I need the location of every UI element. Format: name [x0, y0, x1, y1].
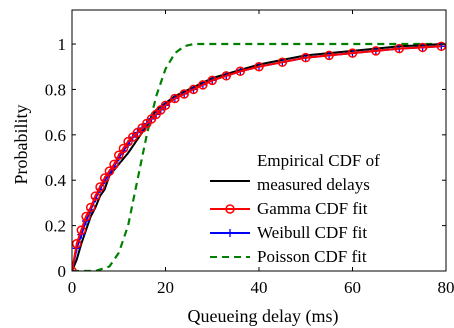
- gamma-point: [188, 84, 199, 95]
- gamma-point: [72, 239, 82, 249]
- gamma-point: [301, 52, 311, 63]
- gamma-point: [277, 57, 288, 67]
- x-tick-label: 80: [438, 278, 454, 297]
- gamma-point: [76, 225, 87, 235]
- series-line-3: [72, 42, 446, 271]
- legend-label-line: measured delays: [257, 175, 370, 194]
- gamma-point: [160, 100, 171, 111]
- series-line-1: [72, 45, 442, 271]
- gamma-point: [436, 41, 446, 52]
- gamma-point: [85, 202, 96, 213]
- y-tick-label: 0.2: [45, 217, 66, 236]
- x-tick-label: 60: [344, 278, 361, 297]
- gamma-point: [104, 166, 115, 176]
- legend-label-1: Gamma CDF fit: [257, 199, 368, 218]
- legend-marker-circle: [225, 204, 235, 214]
- legend-label-3: Poisson CDF fit: [257, 247, 367, 266]
- plot-area: [72, 41, 446, 271]
- legend-label-2: Weibull CDF fit: [257, 223, 367, 242]
- gamma-point: [109, 159, 119, 170]
- x-tick-label: 20: [157, 278, 174, 297]
- gamma-point: [198, 80, 208, 90]
- gamma-point: [417, 42, 428, 53]
- gamma-point: [179, 89, 189, 99]
- y-tick-label: 0: [58, 262, 67, 281]
- gamma-point: [347, 48, 358, 58]
- gamma-point: [371, 46, 381, 56]
- x-axis-label: Queueing delay (ms): [188, 306, 339, 327]
- gamma-point: [99, 173, 110, 183]
- gamma-point: [114, 150, 124, 161]
- x-tick-label: 0: [68, 278, 77, 297]
- gamma-point: [394, 43, 404, 54]
- y-tick-label: 0.4: [45, 171, 67, 190]
- legend-label-0: Empirical CDF of measured delays: [257, 151, 380, 194]
- gamma-point: [81, 211, 91, 222]
- gamma-point: [118, 143, 129, 154]
- gamma-point: [95, 182, 105, 192]
- legend: Empirical CDF of measured delays Gamma CDF…: [210, 145, 440, 267]
- legend-label-line: Empirical CDF of: [257, 151, 380, 170]
- y-tick-label: 0.6: [45, 126, 66, 145]
- axes: 0 20 40 60 80 0 0.2 0.4 0.6 0.8 1: [45, 9, 454, 297]
- y-axis-label: Probability: [11, 105, 31, 185]
- legend-box: [210, 145, 440, 267]
- gamma-point: [324, 50, 334, 61]
- gamma-point: [207, 75, 217, 86]
- legend-marker-plus: [226, 229, 234, 237]
- gamma-point: [254, 61, 264, 72]
- gamma-point: [235, 66, 246, 77]
- y-tick-label: 0.8: [45, 80, 66, 99]
- gamma-point: [90, 191, 101, 201]
- gamma-point: [221, 71, 232, 81]
- gamma-point: [170, 93, 180, 104]
- y-tick-label: 1: [58, 35, 67, 54]
- x-tick-label: 40: [251, 278, 268, 297]
